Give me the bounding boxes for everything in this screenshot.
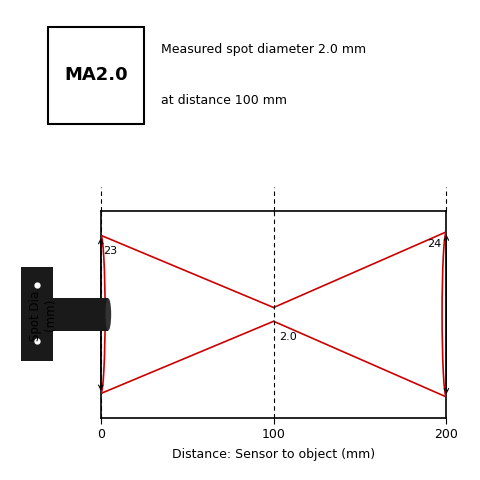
Text: 23: 23 bbox=[103, 246, 118, 255]
Text: at distance 100 mm: at distance 100 mm bbox=[161, 95, 287, 108]
Text: Spot Dia.
(mm): Spot Dia. (mm) bbox=[29, 288, 57, 341]
Bar bbox=[21, 267, 53, 361]
Text: 24: 24 bbox=[427, 239, 441, 249]
Text: MA2.0: MA2.0 bbox=[64, 66, 128, 84]
Ellipse shape bbox=[46, 298, 51, 331]
Text: 2.0: 2.0 bbox=[279, 332, 297, 342]
X-axis label: Distance: Sensor to object (mm): Distance: Sensor to object (mm) bbox=[172, 448, 375, 461]
Bar bbox=[48, 27, 144, 124]
Bar bbox=[48, 298, 108, 331]
Ellipse shape bbox=[106, 298, 111, 331]
Text: Measured spot diameter 2.0 mm: Measured spot diameter 2.0 mm bbox=[161, 43, 366, 57]
